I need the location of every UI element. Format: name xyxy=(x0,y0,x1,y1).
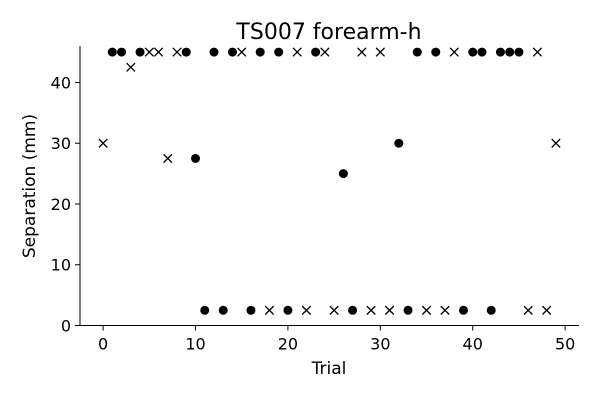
x-point xyxy=(264,305,275,315)
x-point xyxy=(449,47,459,57)
y-tick-label: 0 xyxy=(61,317,71,336)
circle-point xyxy=(117,47,127,57)
x-tick-label: 40 xyxy=(463,335,483,354)
x-point xyxy=(320,47,330,57)
circle-point xyxy=(514,47,524,57)
y-axis-ticks: 0 10 20 30 40 xyxy=(51,73,80,336)
y-tick-label: 30 xyxy=(51,134,71,153)
chart-title: TS007 forearm-h xyxy=(235,20,421,45)
circle-point xyxy=(191,153,201,163)
circle-point xyxy=(505,47,515,57)
circle-point xyxy=(255,47,265,57)
x-tick-label: 50 xyxy=(555,335,575,354)
circle-point xyxy=(283,305,293,315)
circle-point xyxy=(135,47,145,57)
x-point xyxy=(532,47,543,57)
circle-point xyxy=(311,47,321,57)
axes-spines xyxy=(79,46,579,326)
circle-point xyxy=(394,138,404,148)
x-point xyxy=(551,138,561,148)
x-point xyxy=(153,47,164,57)
data-points xyxy=(98,47,561,315)
x-point xyxy=(375,47,385,57)
x-point xyxy=(144,47,154,57)
circle-point xyxy=(218,305,228,315)
circle-point xyxy=(209,47,219,57)
x-axis-label: Trial xyxy=(311,359,347,379)
circle-point xyxy=(348,305,358,315)
circle-point xyxy=(107,47,117,57)
circle-point xyxy=(403,305,413,315)
circle-point xyxy=(477,47,487,57)
y-tick-label: 40 xyxy=(51,73,71,92)
x-tick-label: 30 xyxy=(370,335,390,354)
x-axis-ticks: 0 10 20 30 40 50 xyxy=(98,325,575,354)
x-tick-label: 10 xyxy=(185,335,205,354)
x-tick-label: 20 xyxy=(278,335,298,354)
circle-point xyxy=(227,47,237,57)
x-tick-label: 0 xyxy=(98,335,108,354)
circle-point xyxy=(246,305,256,315)
x-point xyxy=(329,305,339,315)
circle-point xyxy=(181,47,191,57)
x-point xyxy=(301,305,312,315)
x-point xyxy=(126,62,136,72)
x-point xyxy=(163,153,173,164)
circle-point xyxy=(274,47,284,57)
circle-point xyxy=(431,47,441,57)
y-axis-label: Separation (mm) xyxy=(20,114,40,258)
circle-point xyxy=(486,305,496,315)
circle-point xyxy=(200,305,210,315)
circle-point xyxy=(495,47,505,57)
x-point xyxy=(541,305,552,315)
circle-point xyxy=(412,47,422,57)
x-point xyxy=(172,47,182,57)
x-point xyxy=(357,47,367,57)
x-point xyxy=(98,138,108,148)
x-point xyxy=(440,305,450,315)
x-point xyxy=(366,305,376,315)
x-point xyxy=(384,305,395,315)
y-tick-label: 10 xyxy=(51,256,71,275)
circle-point xyxy=(458,305,468,315)
y-tick-label: 20 xyxy=(51,195,71,214)
x-point xyxy=(421,305,432,315)
x-point xyxy=(237,47,247,57)
circle-point xyxy=(338,169,348,179)
x-point xyxy=(292,47,302,57)
x-point xyxy=(523,305,533,315)
circle-point xyxy=(468,47,478,57)
